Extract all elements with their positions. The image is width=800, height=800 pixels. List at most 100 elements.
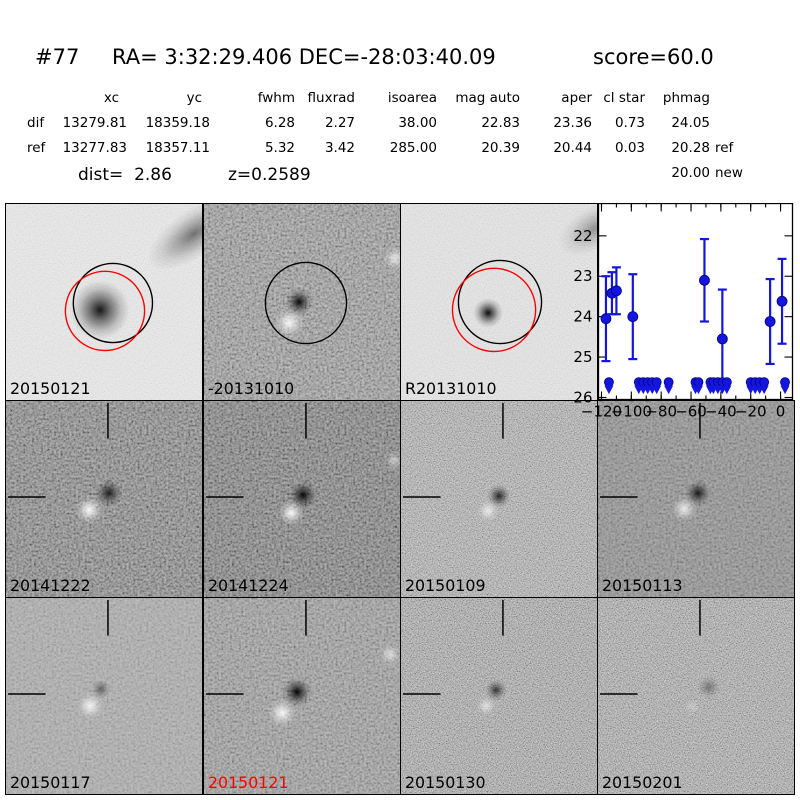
column-header	[25, 86, 60, 111]
table-cell: 23.36	[553, 115, 592, 131]
upper-limit-marker	[721, 377, 732, 388]
column-header: yc	[186, 90, 202, 106]
upper-limit-marker	[717, 377, 728, 388]
stamp-date-label: R20131010	[405, 379, 497, 398]
white-source-blob	[477, 499, 499, 522]
upper-limit-arrow	[755, 385, 765, 395]
ref-aperture-circle	[451, 267, 537, 353]
dark-source-blob	[473, 298, 503, 328]
galaxy-smudge	[558, 204, 597, 257]
lightcurve-point	[600, 313, 612, 325]
upper-limit-marker	[604, 377, 614, 388]
table-cell: 20.44	[553, 140, 592, 156]
stamp-date-label: 20150117	[10, 773, 91, 792]
upper-limit-arrow	[638, 385, 648, 395]
table-cell: 13279.81	[62, 115, 127, 131]
column-header: cl star	[603, 90, 645, 106]
column-header	[710, 86, 755, 111]
stamp-20150130: 20150130	[400, 597, 598, 795]
column-header: xc	[103, 90, 119, 106]
stamp-date-label: 20150109	[405, 576, 486, 595]
lightcurve-point	[764, 316, 776, 327]
upper-limit-arrow	[643, 385, 653, 395]
upper-limit-arrow	[717, 385, 727, 395]
table-cell: 24.05	[671, 115, 710, 131]
dark-source-blob	[696, 675, 721, 699]
white-source-blob	[671, 496, 697, 522]
upper-limit-arrow	[705, 385, 715, 395]
score-label: score=60.0	[593, 45, 714, 69]
table-cell: 20.28	[671, 140, 710, 156]
dark-source-blob	[95, 479, 123, 507]
upper-limit-arrow	[604, 385, 614, 395]
target-aperture-circle	[264, 261, 348, 345]
table-cell: 18357.11	[145, 140, 210, 156]
upper-limit-marker	[705, 377, 716, 388]
target-aperture-circle	[72, 262, 154, 344]
stamp-date-label: 20150113	[602, 576, 683, 595]
stamp-20150117: 20150117	[5, 597, 203, 795]
table-cell: 285.00	[389, 140, 437, 156]
lightcurve-point	[627, 311, 639, 323]
stamp-20150113: 20150113	[597, 400, 795, 598]
dark-source-blob	[70, 280, 130, 340]
column-header: fluxrad	[307, 90, 355, 106]
upper-limit-arrow	[713, 385, 723, 395]
white-source-blob	[384, 450, 400, 471]
stamp-date-label: 20150130	[405, 773, 486, 792]
column-header: aper	[561, 90, 592, 106]
white-source-blob	[379, 643, 400, 666]
upper-limit-marker	[745, 377, 756, 388]
table-cell: 0.73	[614, 115, 645, 131]
stamp-date-label: 20150121	[10, 379, 91, 398]
upper-limit-marker	[642, 377, 653, 388]
table-cell: 22.83	[481, 115, 520, 131]
row-label: ref	[27, 140, 46, 156]
column-header: mag auto	[455, 90, 520, 106]
lightcurve-point	[699, 274, 710, 286]
upper-limit-marker	[690, 377, 701, 388]
upper-limit-marker	[750, 377, 761, 388]
table-cell: 18359.18	[145, 115, 210, 131]
upper-limit-arrow	[750, 385, 760, 395]
upper-limit-marker	[754, 377, 765, 388]
upper-limit-marker	[708, 377, 719, 388]
dark-source-blob	[485, 679, 507, 701]
upper-limit-arrow	[652, 385, 662, 395]
upper-limit-arrow	[664, 385, 674, 395]
row-suffix	[710, 111, 755, 136]
axes-box	[597, 202, 794, 401]
ref-aperture-circle	[64, 270, 146, 352]
upper-limit-marker	[712, 377, 723, 388]
upper-limit-arrow	[634, 385, 644, 395]
stamp-date-label: 20141222	[10, 576, 91, 595]
stamp-20141222: 20141222	[5, 400, 203, 598]
stamp-20150109: 20150109	[400, 400, 598, 598]
table-cell: 6.28	[264, 115, 295, 131]
upper-limit-marker	[663, 377, 674, 388]
white-source-blob	[476, 696, 497, 716]
white-source-blob	[278, 499, 304, 526]
table-cell: 2.27	[324, 115, 355, 131]
table-cell: 20.39	[481, 140, 520, 156]
row-suffix: ref	[715, 140, 734, 156]
stamp-date-label: -20131010	[208, 379, 294, 398]
upper-limit-arrow	[746, 385, 756, 395]
stamp-date-label: 20141224	[208, 576, 289, 595]
table-cell: 38.00	[398, 115, 437, 131]
z-value: z=0.2589	[228, 165, 311, 185]
upper-limit-arrow	[647, 385, 657, 395]
white-source-blob	[274, 307, 304, 338]
upper-limit-marker	[647, 377, 658, 388]
stamp-date-label: 20150121	[208, 773, 289, 792]
candidate-id: #77	[35, 45, 80, 69]
upper-limit-arrow	[693, 385, 703, 395]
column-header: isoarea	[387, 90, 437, 106]
lightcurve-point	[716, 333, 728, 345]
lightcurve-point	[776, 295, 788, 307]
stamp-20131010: -20131010	[203, 203, 401, 401]
column-header: fwhm	[257, 90, 295, 106]
white-source-blob	[77, 693, 104, 719]
dark-source-blob	[282, 677, 312, 707]
stamp-20150121: 20150121	[5, 203, 203, 401]
